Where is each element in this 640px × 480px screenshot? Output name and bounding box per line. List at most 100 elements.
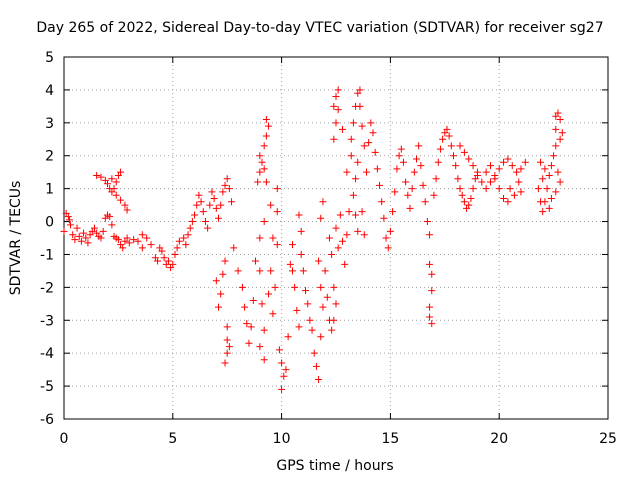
- data-point: [406, 204, 414, 212]
- data-point: [208, 188, 216, 196]
- data-point: [354, 158, 362, 166]
- data-point: [360, 142, 368, 150]
- data-point: [117, 196, 125, 204]
- data-point: [465, 155, 473, 163]
- data-point: [500, 195, 508, 203]
- data-point: [371, 148, 379, 156]
- data-point: [508, 162, 516, 170]
- data-point: [556, 178, 564, 186]
- data-point: [182, 241, 190, 249]
- data-point: [380, 214, 388, 222]
- data-point: [304, 300, 312, 308]
- data-point: [417, 162, 425, 170]
- data-point: [282, 366, 290, 374]
- data-point: [67, 221, 75, 229]
- data-point: [223, 349, 231, 357]
- y-tick-label: -3: [40, 313, 54, 329]
- data-point: [443, 125, 451, 133]
- data-point: [123, 234, 131, 242]
- data-point: [84, 239, 92, 247]
- data-point: [347, 135, 355, 143]
- data-point: [550, 152, 558, 160]
- data-point: [195, 191, 203, 199]
- data-point: [199, 208, 207, 216]
- data-point: [293, 306, 301, 314]
- y-axis-label: SDTVAR / TECUs: [8, 181, 24, 296]
- data-point: [330, 135, 338, 143]
- data-point: [297, 250, 305, 258]
- data-point: [391, 188, 399, 196]
- data-point: [402, 178, 410, 186]
- data-point: [317, 214, 325, 222]
- data-point: [495, 165, 503, 173]
- data-point: [273, 185, 281, 193]
- data-point: [334, 86, 342, 94]
- data-point: [256, 343, 264, 351]
- data-point: [315, 376, 323, 384]
- data-point: [365, 139, 373, 147]
- data-point: [345, 208, 353, 216]
- data-point: [71, 236, 79, 244]
- data-point: [354, 227, 362, 235]
- data-point: [306, 316, 314, 324]
- data-point: [217, 290, 225, 298]
- data-point: [173, 244, 181, 252]
- data-point: [428, 320, 436, 328]
- data-point: [482, 168, 490, 176]
- y-tick-label: 1: [45, 182, 54, 198]
- data-point: [537, 158, 545, 166]
- data-point: [121, 201, 129, 209]
- data-point: [469, 162, 477, 170]
- data-point: [332, 300, 340, 308]
- data-point: [184, 231, 192, 239]
- data-point: [323, 293, 331, 301]
- chart-title: Day 265 of 2022, Sidereal Day-to-day VTE…: [36, 20, 603, 36]
- data-point: [191, 211, 199, 219]
- x-tick-label: 10: [273, 431, 291, 447]
- data-point: [347, 152, 355, 160]
- data-point: [367, 119, 375, 127]
- data-point: [515, 178, 523, 186]
- data-point: [260, 218, 268, 226]
- data-point: [541, 198, 549, 206]
- data-point: [452, 162, 460, 170]
- data-point: [93, 171, 101, 179]
- data-point: [328, 326, 336, 334]
- data-point: [117, 168, 125, 176]
- data-point: [552, 142, 560, 150]
- data-point: [428, 270, 436, 278]
- data-point: [302, 287, 310, 295]
- data-point: [69, 231, 77, 239]
- data-point: [297, 227, 305, 235]
- data-point: [112, 178, 120, 186]
- data-point: [271, 283, 279, 291]
- data-point: [467, 195, 475, 203]
- data-point: [339, 125, 347, 133]
- data-point: [160, 254, 168, 262]
- data-point: [386, 227, 394, 235]
- data-point: [114, 236, 122, 244]
- data-point: [245, 339, 253, 347]
- data-point: [450, 152, 458, 160]
- data-points: [60, 86, 566, 393]
- data-point: [130, 236, 138, 244]
- data-point: [317, 283, 325, 291]
- data-point: [399, 158, 407, 166]
- data-point: [393, 165, 401, 173]
- data-point: [278, 385, 286, 393]
- data-point: [343, 231, 351, 239]
- data-point: [358, 208, 366, 216]
- data-point: [495, 185, 503, 193]
- data-point: [360, 231, 368, 239]
- data-point: [408, 185, 416, 193]
- data-point: [234, 267, 242, 275]
- data-point: [413, 155, 421, 163]
- data-point: [254, 178, 262, 186]
- data-point: [486, 178, 494, 186]
- x-tick-label: 20: [490, 431, 508, 447]
- data-point: [397, 145, 405, 153]
- data-point: [552, 188, 560, 196]
- data-point: [330, 316, 338, 324]
- data-point: [384, 244, 392, 252]
- data-point: [506, 185, 514, 193]
